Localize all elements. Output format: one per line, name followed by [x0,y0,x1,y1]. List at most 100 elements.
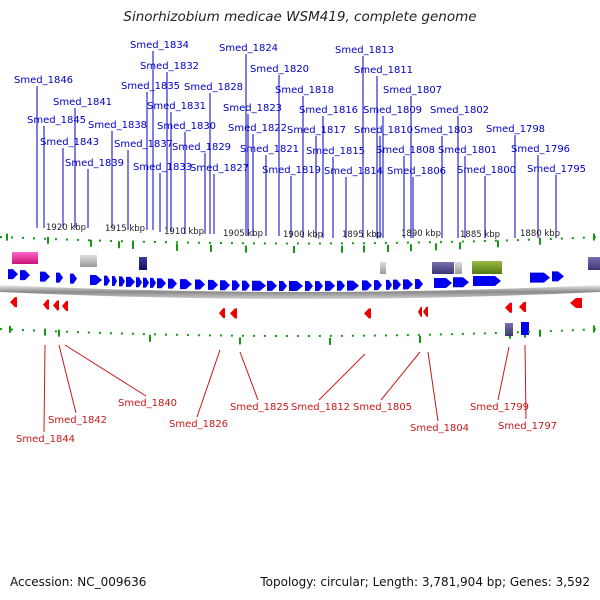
gene-label-smed-1801[interactable]: Smed_1801 [438,145,497,156]
gene-label-smed-1846[interactable]: Smed_1846 [14,75,73,86]
forward-gene-arrow [40,271,50,282]
gene-label-smed-1832[interactable]: Smed_1832 [140,61,199,72]
gene-label-smed-1814[interactable]: Smed_1814 [324,166,383,177]
forward-gene-arrow [8,269,18,280]
gene-label-smed-1798[interactable]: Smed_1798 [486,124,545,135]
gene-label-smed-1838[interactable]: Smed_1838 [88,120,147,131]
scale-label: 1900 kbp [283,230,323,240]
forward-gene-arrow [362,280,372,291]
gene-label-smed-1823[interactable]: Smed_1823 [223,103,282,114]
gene-label-smed-1813[interactable]: Smed_1813 [335,45,394,56]
gene-label-smed-1808[interactable]: Smed_1808 [376,145,435,156]
gene-label-smed-1824[interactable]: Smed_1824 [219,43,278,54]
forward-gene-arrow [393,279,401,290]
forward-gene-arrow [150,277,156,288]
gene-label-smed-1795[interactable]: Smed_1795 [527,164,586,175]
forward-gene-arrow [279,280,287,291]
forward-gene-arrow [552,271,564,282]
reverse-gene-arrow [519,301,526,312]
gene-label-smed-1833[interactable]: Smed_1833 [133,162,192,173]
forward-gene-arrow [315,280,323,291]
gene-label-smed-1818[interactable]: Smed_1818 [275,85,334,96]
forward-gene-arrow [208,279,218,290]
gene-label-smed-1804[interactable]: Smed_1804 [410,423,469,434]
forward-gene-arrow [126,276,135,287]
gene-label-smed-1821[interactable]: Smed_1821 [240,144,299,155]
gene-label-smed-1815[interactable]: Smed_1815 [306,146,365,157]
forward-gene-arrow [112,276,117,287]
forward-gene-arrow [415,278,423,289]
leader-line [497,346,510,401]
gene-label-smed-1817[interactable]: Smed_1817 [287,125,346,136]
gene-label-smed-1825[interactable]: Smed_1825 [230,402,289,413]
gene-label-smed-1843[interactable]: Smed_1843 [40,137,99,148]
gene-label-smed-1802[interactable]: Smed_1802 [430,105,489,116]
gene-label-smed-1822[interactable]: Smed_1822 [228,123,287,134]
gene-label-smed-1844[interactable]: Smed_1844 [16,434,75,445]
gene-label-smed-1834[interactable]: Smed_1834 [130,40,189,51]
gene-label-smed-1816[interactable]: Smed_1816 [299,105,358,116]
gene-label-smed-1845[interactable]: Smed_1845 [27,115,86,126]
topology-summary: Topology: circular; Length: 3,781,904 bp… [260,575,590,589]
forward-gene-arrow [325,280,335,291]
gene-label-smed-1812[interactable]: Smed_1812 [291,402,350,413]
scale-label: 1885 kbp [460,230,500,240]
feature-block-olive [472,261,502,274]
forward-gene-arrow [453,277,469,288]
feature-block-purple-edge [588,257,600,270]
forward-gene-arrow [347,280,359,291]
forward-gene-arrow [136,277,142,288]
gene-label-smed-1842[interactable]: Smed_1842 [48,415,107,426]
forward-gene-arrow [289,280,303,291]
gene-label-smed-1799[interactable]: Smed_1799 [470,402,529,413]
reverse-gene-arrow [423,306,428,317]
gene-label-smed-1835[interactable]: Smed_1835 [121,81,180,92]
gene-label-smed-1809[interactable]: Smed_1809 [363,105,422,116]
forward-gene-arrow [305,280,313,291]
forward-gene-arrow [267,280,277,291]
leader-line [318,353,366,401]
scale-label: 1915 kbp [105,224,145,234]
scale-label: 1920 kbp [46,223,86,233]
gene-label-smed-1828[interactable]: Smed_1828 [184,82,243,93]
gene-label-smed-1827[interactable]: Smed_1827 [190,163,249,174]
forward-gene-arrow [56,272,63,283]
scale-label: 1890 kbp [401,229,441,239]
gene-label-smed-1841[interactable]: Smed_1841 [53,97,112,108]
reverse-gene-arrow [53,300,59,311]
leader-line [524,344,527,420]
reverse-gene-arrow [43,299,49,310]
gene-label-smed-1797[interactable]: Smed_1797 [498,421,557,432]
forward-gene-arrow [143,277,149,288]
gene-label-smed-1803[interactable]: Smed_1803 [414,125,473,136]
gene-label-smed-1819[interactable]: Smed_1819 [262,165,321,176]
scale-label: 1910 kbp [164,227,204,237]
gene-label-smed-1805[interactable]: Smed_1805 [353,402,412,413]
gene-label-smed-1811[interactable]: Smed_1811 [354,65,413,76]
forward-gene-arrow [168,278,177,289]
reverse-gene-arrow [505,302,512,313]
gene-label-smed-1806[interactable]: Smed_1806 [387,166,446,177]
gene-label-smed-1831[interactable]: Smed_1831 [147,101,206,112]
leader-line [196,349,221,418]
gene-label-smed-1807[interactable]: Smed_1807 [383,85,442,96]
gene-label-smed-1830[interactable]: Smed_1830 [157,121,216,132]
feature-block-purple [432,262,454,274]
gene-label-smed-1837[interactable]: Smed_1837 [114,139,173,150]
gene-label-smed-1810[interactable]: Smed_1810 [354,125,413,136]
forward-gene-arrow [104,275,110,286]
gene-label-smed-1800[interactable]: Smed_1800 [457,165,516,176]
forward-gene-arrow [403,279,413,290]
gene-label-smed-1839[interactable]: Smed_1839 [65,158,124,169]
gene-label-smed-1829[interactable]: Smed_1829 [172,142,231,153]
feature-block-grey-small [380,262,386,274]
reverse-gene-arrow [230,308,237,319]
reverse-gene-arrow [570,297,582,308]
gene-label-smed-1840[interactable]: Smed_1840 [118,398,177,409]
gene-label-smed-1826[interactable]: Smed_1826 [169,419,228,430]
gene-label-smed-1820[interactable]: Smed_1820 [250,64,309,75]
gene-label-smed-1796[interactable]: Smed_1796 [511,144,570,155]
forward-gene-arrow [180,279,192,290]
reverse-gene-arrow [62,301,68,312]
